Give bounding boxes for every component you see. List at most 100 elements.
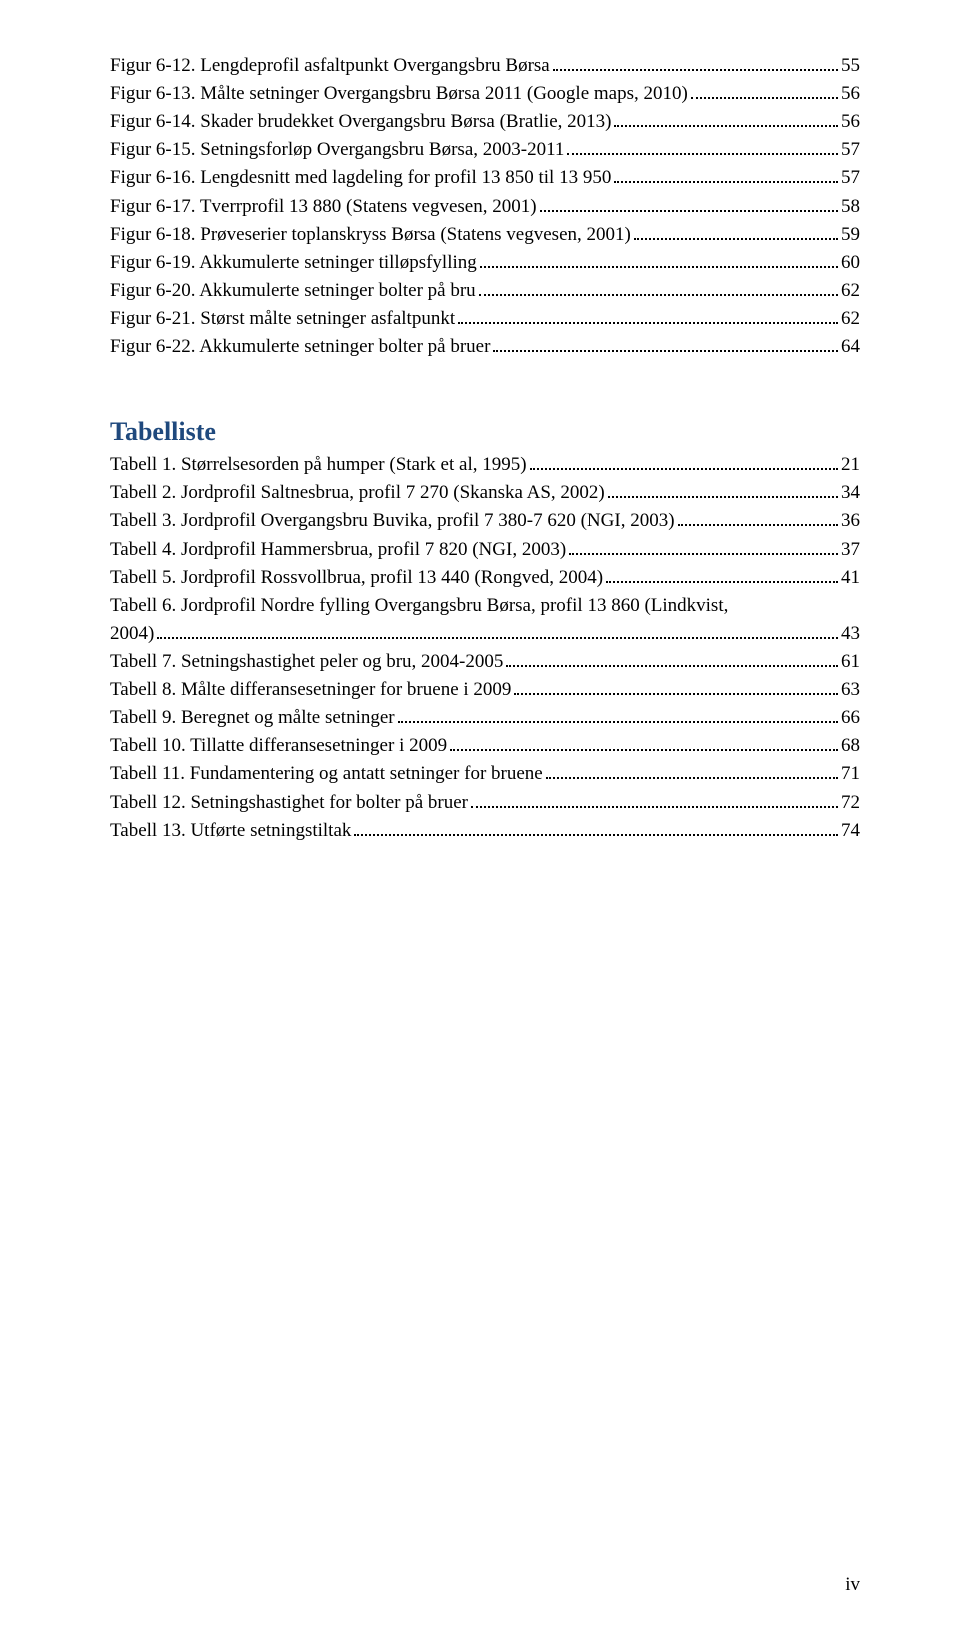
toc-entry-label: Figur 6-22. Akkumulerte setninger bolter… (110, 333, 490, 361)
toc-entry-page: 37 (841, 536, 860, 564)
toc-entry: Tabell 11. Fundamentering og antatt setn… (110, 760, 860, 788)
toc-entry-label: Tabell 5. Jordprofil Rossvollbrua, profi… (110, 564, 603, 592)
toc-entry: Tabell 10. Tillatte differansesetninger … (110, 732, 860, 760)
toc-entry-page: 64 (841, 333, 860, 361)
toc-entry-label: Tabell 1. Størrelsesorden på humper (Sta… (110, 451, 527, 479)
table-list: Tabell 1. Størrelsesorden på humper (Sta… (110, 451, 860, 845)
toc-entry-page: 41 (841, 564, 860, 592)
toc-entry-page: 68 (841, 732, 860, 760)
toc-entry: Tabell 6. Jordprofil Nordre fylling Over… (110, 592, 860, 620)
toc-entry-label: Figur 6-14. Skader brudekket Overgangsbr… (110, 108, 611, 136)
toc-entry: Tabell 4. Jordprofil Hammersbrua, profil… (110, 536, 860, 564)
toc-entry-label: Figur 6-13. Målte setninger Overgangsbru… (110, 80, 688, 108)
toc-entry: Tabell 1. Størrelsesorden på humper (Sta… (110, 451, 860, 479)
toc-leader-dots (553, 56, 838, 71)
toc-entry-label: Figur 6-17. Tverrprofil 13 880 (Statens … (110, 193, 537, 221)
toc-entry-label: Figur 6-16. Lengdesnitt med lagdeling fo… (110, 164, 611, 192)
toc-leader-dots (569, 539, 838, 554)
toc-entry: Tabell 2. Jordprofil Saltnesbrua, profil… (110, 479, 860, 507)
toc-leader-dots (450, 736, 838, 751)
toc-entry-page: 62 (841, 305, 860, 333)
toc-entry-label: Tabell 4. Jordprofil Hammersbrua, profil… (110, 536, 566, 564)
toc-entry: Figur 6-16. Lengdesnitt med lagdeling fo… (110, 164, 860, 192)
toc-entry-page: 55 (841, 52, 860, 80)
toc-entry: Figur 6-15. Setningsforløp Overgangsbru … (110, 136, 860, 164)
toc-leader-dots (606, 567, 838, 582)
table-list-heading: Tabelliste (110, 417, 860, 447)
toc-entry-page: 66 (841, 704, 860, 732)
toc-entry: Tabell 5. Jordprofil Rossvollbrua, profi… (110, 564, 860, 592)
toc-entry-label: Tabell 7. Setningshastighet peler og bru… (110, 648, 503, 676)
toc-entry-page: 56 (841, 108, 860, 136)
toc-entry: Figur 6-20. Akkumulerte setninger bolter… (110, 277, 860, 305)
toc-entry: Figur 6-17. Tverrprofil 13 880 (Statens … (110, 193, 860, 221)
toc-entry-page: 71 (841, 760, 860, 788)
toc-entry-label: Tabell 8. Målte differansesetninger for … (110, 676, 511, 704)
toc-leader-dots (546, 764, 838, 779)
page-number: iv (845, 1574, 860, 1596)
toc-leader-dots (530, 455, 838, 470)
toc-entry: Figur 6-18. Prøveserier toplanskryss Bør… (110, 221, 860, 249)
toc-entry: Tabell 12. Setningshastighet for bolter … (110, 789, 860, 817)
toc-entry-label: Figur 6-21. Størst målte setninger asfal… (110, 305, 455, 333)
toc-entry: Tabell 7. Setningshastighet peler og bru… (110, 648, 860, 676)
toc-leader-dots (614, 168, 838, 183)
toc-entry-page: 74 (841, 817, 860, 845)
toc-entry-label: Tabell 12. Setningshastighet for bolter … (110, 789, 468, 817)
toc-entry-page: 21 (841, 451, 860, 479)
toc-leader-dots (678, 511, 838, 526)
toc-leader-dots (506, 652, 838, 667)
toc-entry: Figur 6-12. Lengdeprofil asfaltpunkt Ove… (110, 52, 860, 80)
toc-entry-page: 34 (841, 479, 860, 507)
toc-leader-dots (514, 680, 838, 695)
toc-entry: 2004) 43 (110, 620, 860, 648)
toc-entry-label: Tabell 13. Utførte setningstiltak (110, 817, 351, 845)
toc-entry: Figur 6-19. Akkumulerte setninger tilløp… (110, 249, 860, 277)
toc-entry-page: 62 (841, 277, 860, 305)
toc-entry-label: 2004) (110, 620, 154, 648)
document-page: Figur 6-12. Lengdeprofil asfaltpunkt Ove… (0, 0, 960, 1636)
toc-entry-label: Figur 6-12. Lengdeprofil asfaltpunkt Ove… (110, 52, 550, 80)
toc-entry-page: 57 (841, 164, 860, 192)
toc-entry: Tabell 9. Beregnet og målte setninger 66 (110, 704, 860, 732)
toc-entry-label: Tabell 6. Jordprofil Nordre fylling Over… (110, 592, 728, 620)
toc-entry: Figur 6-21. Størst målte setninger asfal… (110, 305, 860, 333)
toc-entry: Figur 6-13. Målte setninger Overgangsbru… (110, 80, 860, 108)
toc-entry-page: 36 (841, 507, 860, 535)
toc-entry: Figur 6-22. Akkumulerte setninger bolter… (110, 333, 860, 361)
toc-entry-page: 61 (841, 648, 860, 676)
toc-entry-page: 63 (841, 676, 860, 704)
toc-leader-dots (354, 820, 838, 835)
toc-entry-label: Tabell 3. Jordprofil Overgangsbru Buvika… (110, 507, 675, 535)
toc-entry: Figur 6-14. Skader brudekket Overgangsbr… (110, 108, 860, 136)
toc-entry-page: 60 (841, 249, 860, 277)
toc-entry: Tabell 13. Utførte setningstiltak 74 (110, 817, 860, 845)
toc-entry-label: Tabell 9. Beregnet og målte setninger (110, 704, 395, 732)
toc-entry-page: 56 (841, 80, 860, 108)
toc-entry-page: 57 (841, 136, 860, 164)
toc-leader-dots (480, 253, 838, 268)
toc-entry-label: Figur 6-19. Akkumulerte setninger tilløp… (110, 249, 477, 277)
toc-leader-dots (398, 708, 838, 723)
toc-entry-label: Tabell 11. Fundamentering og antatt setn… (110, 760, 543, 788)
toc-leader-dots (608, 483, 838, 498)
toc-entry: Tabell 3. Jordprofil Overgangsbru Buvika… (110, 507, 860, 535)
toc-entry-page: 59 (841, 221, 860, 249)
toc-leader-dots (479, 281, 838, 296)
toc-leader-dots (567, 140, 838, 155)
toc-entry: Tabell 8. Målte differansesetninger for … (110, 676, 860, 704)
toc-leader-dots (157, 624, 838, 639)
toc-leader-dots (471, 792, 838, 807)
figure-list: Figur 6-12. Lengdeprofil asfaltpunkt Ove… (110, 52, 860, 361)
toc-leader-dots (691, 84, 838, 99)
toc-entry-label: Tabell 10. Tillatte differansesetninger … (110, 732, 447, 760)
toc-entry-label: Figur 6-18. Prøveserier toplanskryss Bør… (110, 221, 631, 249)
toc-entry-page: 43 (841, 620, 860, 648)
toc-entry-page: 58 (841, 193, 860, 221)
toc-entry-label: Figur 6-15. Setningsforløp Overgangsbru … (110, 136, 564, 164)
toc-entry-label: Figur 6-20. Akkumulerte setninger bolter… (110, 277, 476, 305)
toc-leader-dots (493, 337, 838, 352)
toc-leader-dots (614, 112, 838, 127)
toc-leader-dots (634, 224, 838, 239)
toc-leader-dots (540, 196, 838, 211)
